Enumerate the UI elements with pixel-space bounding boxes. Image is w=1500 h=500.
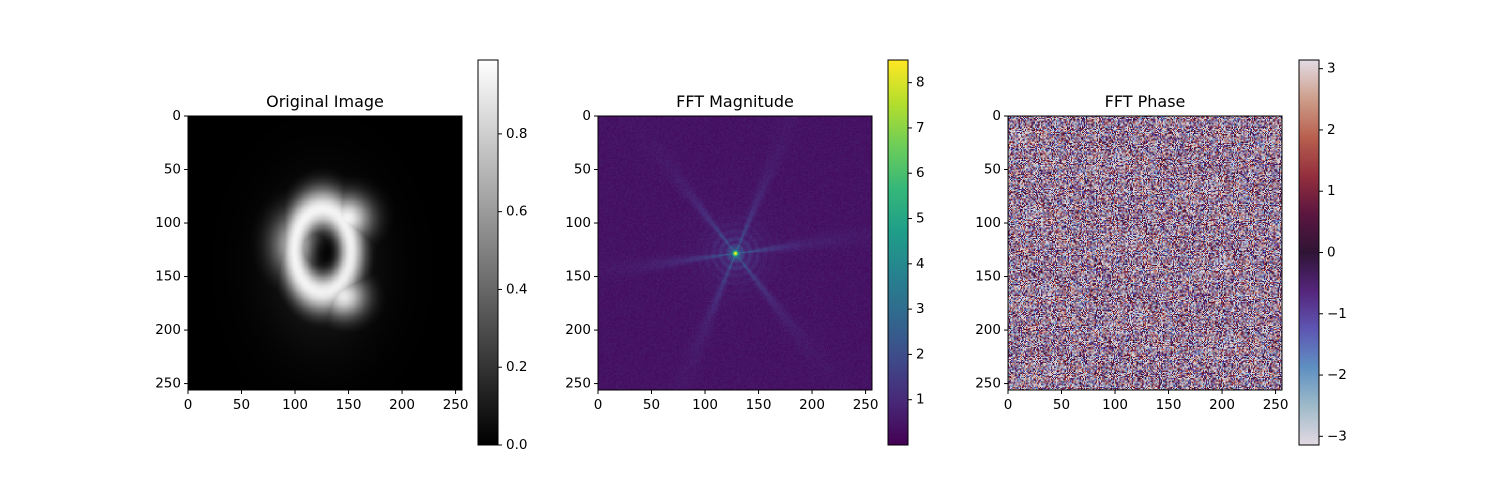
original-image-ytick-label: 100 — [155, 215, 181, 231]
original-image-ytick-label: 50 — [164, 162, 181, 178]
fft-magnitude-xtick-label: 150 — [746, 397, 772, 413]
fft-phase-colorbar-frame — [1298, 59, 1320, 446]
original-image-xtick-label: 50 — [233, 397, 250, 413]
fft-magnitude-axes-frame — [597, 115, 873, 391]
fft-phase-ytick-label: 250 — [975, 376, 1001, 392]
original-image-colorbar-gradient — [478, 60, 498, 445]
fft-magnitude-colorbar-tick-label: 6 — [916, 165, 925, 181]
fft-magnitude-xtick-label: 200 — [799, 397, 825, 413]
fft-magnitude-xtick-label: 0 — [594, 397, 603, 413]
fft-magnitude-ytick-label: 0 — [582, 108, 591, 124]
fft-magnitude-heatmap — [598, 116, 872, 390]
fft-phase-colorbar-gradient — [1299, 60, 1319, 445]
fft-phase-title: FFT Phase — [1105, 92, 1186, 111]
fft-magnitude-xtick-label: 250 — [853, 397, 879, 413]
fft-magnitude-colorbar-tick-label: 3 — [916, 301, 925, 317]
fft-phase-ytick-label: 200 — [975, 322, 1001, 338]
fft-magnitude-colorbar-frame — [887, 59, 909, 446]
original-image-heatmap — [188, 116, 462, 390]
fft-magnitude-colorbar-tick-label: 4 — [916, 256, 925, 272]
fft-magnitude-colorbar-tick-label: 5 — [916, 211, 925, 227]
original-image-xtick-label: 100 — [282, 397, 308, 413]
fft-phase-ytick-label: 0 — [992, 108, 1001, 124]
fft-phase-colorbar-tick-label: 1 — [1327, 183, 1336, 199]
original-image-colorbar-frame — [477, 59, 499, 446]
fft-magnitude-ytick-label: 50 — [574, 162, 591, 178]
original-image-colorbar-tick-label: 0.0 — [506, 437, 527, 453]
original-image-colorbar-tick-label: 0.2 — [506, 359, 527, 375]
fft-magnitude-ytick-label: 250 — [565, 376, 591, 392]
fft-phase-xtick-label: 0 — [1004, 397, 1013, 413]
fft-phase-heatmap — [1008, 116, 1282, 390]
fft-phase-colorbar-tick-label: 3 — [1327, 61, 1336, 77]
fft-magnitude-colorbar-tick-label: 1 — [916, 392, 925, 408]
original-image-ytick-label: 250 — [155, 376, 181, 392]
fft-magnitude-colorbar-gradient — [888, 60, 908, 445]
fft-phase-ytick-label: 50 — [984, 162, 1001, 178]
original-image-colorbar-tick-label: 0.6 — [506, 204, 527, 220]
fft-magnitude-title: FFT Magnitude — [676, 92, 794, 111]
fft-phase-colorbar-tick-label: −1 — [1327, 306, 1347, 322]
original-image-colorbar-tick-label: 0.8 — [506, 126, 527, 142]
fft-magnitude-ytick-label: 150 — [565, 269, 591, 285]
fft-magnitude-ytick-label: 200 — [565, 322, 591, 338]
fft-magnitude-colorbar-tick-label: 7 — [916, 120, 925, 136]
original-image-colorbar-tick-label: 0.4 — [506, 281, 527, 297]
fft-phase-xtick-label: 100 — [1102, 397, 1128, 413]
fft-magnitude-colorbar-tick-label: 2 — [916, 346, 925, 362]
fft-phase-colorbar-tick-label: 0 — [1327, 245, 1336, 261]
fft-phase-ytick-label: 150 — [975, 269, 1001, 285]
fft-phase-xtick-label: 50 — [1053, 397, 1070, 413]
original-image-ytick-label: 150 — [155, 269, 181, 285]
fft-phase-colorbar-tick-label: 2 — [1327, 122, 1336, 138]
original-image-ytick-label: 0 — [172, 108, 181, 124]
original-image-xtick-label: 150 — [336, 397, 362, 413]
fft-magnitude-colorbar-tick-label: 8 — [916, 75, 925, 91]
original-image-axes-frame — [187, 115, 463, 391]
fft-phase-axes-frame — [1007, 115, 1283, 391]
fft-magnitude-ytick-label: 100 — [565, 215, 591, 231]
original-image-xtick-label: 200 — [389, 397, 415, 413]
original-image-xtick-label: 0 — [184, 397, 193, 413]
fft-magnitude-xtick-label: 100 — [692, 397, 718, 413]
fft-magnitude-xtick-label: 50 — [643, 397, 660, 413]
fft-phase-xtick-label: 250 — [1263, 397, 1289, 413]
fft-phase-ytick-label: 100 — [975, 215, 1001, 231]
original-image-xtick-label: 250 — [443, 397, 469, 413]
original-image-ytick-label: 200 — [155, 322, 181, 338]
fft-phase-colorbar-tick-label: −2 — [1327, 367, 1347, 383]
fft-phase-colorbar-tick-label: −3 — [1327, 428, 1347, 444]
fft-phase-xtick-label: 200 — [1209, 397, 1235, 413]
original-image-title: Original Image — [266, 92, 384, 111]
fft-phase-xtick-label: 150 — [1156, 397, 1182, 413]
